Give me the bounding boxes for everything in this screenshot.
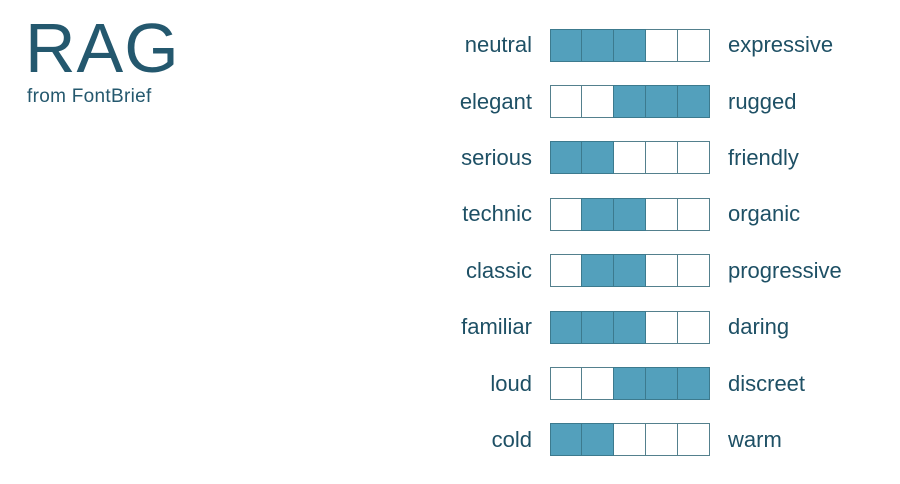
rating-cell-3-empty[interactable] bbox=[612, 423, 646, 457]
scale-left-label: classic bbox=[465, 257, 532, 283]
rating-cell-3-filled[interactable] bbox=[612, 85, 646, 119]
rating-cell-1-empty[interactable] bbox=[550, 367, 582, 401]
rating-cell-1-filled[interactable] bbox=[550, 423, 582, 457]
rating-cell-5-filled[interactable] bbox=[676, 85, 710, 119]
scale-right-label: progressive bbox=[728, 257, 842, 283]
rating-cell-5-empty[interactable] bbox=[676, 254, 710, 288]
rating-boxes bbox=[550, 85, 710, 119]
rating-cell-4-filled[interactable] bbox=[644, 85, 678, 119]
rating-cell-2-filled[interactable] bbox=[580, 254, 614, 288]
rating-cell-4-filled[interactable] bbox=[644, 367, 678, 401]
rating-cell-1-filled[interactable] bbox=[550, 310, 582, 344]
rating-boxes bbox=[550, 423, 710, 457]
rating-boxes bbox=[550, 310, 710, 344]
scale-row-neutral-expressive: neutral expressive bbox=[0, 17, 900, 73]
scale-left-label: serious bbox=[461, 144, 532, 170]
rating-cell-3-filled[interactable] bbox=[612, 28, 646, 62]
scale-right-label: discreet bbox=[728, 370, 806, 396]
rating-cell-1-empty[interactable] bbox=[550, 197, 582, 231]
scale-left-label: familiar bbox=[461, 314, 532, 340]
rating-cell-4-empty[interactable] bbox=[644, 197, 678, 231]
scale-row-technic-organic: technic organic bbox=[0, 186, 900, 242]
scale-left-label: technic bbox=[462, 201, 532, 227]
rating-cell-1-empty[interactable] bbox=[550, 85, 582, 119]
rating-cell-3-empty[interactable] bbox=[612, 141, 646, 175]
rating-cell-2-empty[interactable] bbox=[580, 367, 614, 401]
rating-cell-1-empty[interactable] bbox=[550, 254, 582, 288]
rating-cell-4-empty[interactable] bbox=[644, 28, 678, 62]
rating-cell-5-empty[interactable] bbox=[676, 423, 710, 457]
rating-cell-2-filled[interactable] bbox=[580, 141, 614, 175]
scale-row-loud-discreet: loud discreet bbox=[0, 355, 900, 411]
attribute-scales: neutral expressive elegant rugged serious fri… bbox=[0, 17, 900, 468]
scale-left-label: loud bbox=[490, 370, 532, 396]
rating-cell-4-empty[interactable] bbox=[644, 141, 678, 175]
logo-subtitle: from FontBrief bbox=[27, 86, 152, 107]
rating-cell-5-empty[interactable] bbox=[676, 141, 710, 175]
rating-boxes bbox=[550, 197, 710, 231]
scale-right-label: daring bbox=[728, 314, 790, 340]
rating-cell-4-empty[interactable] bbox=[644, 423, 678, 457]
logo: RAG from FontBrief bbox=[25, 13, 180, 108]
rating-boxes bbox=[550, 141, 710, 175]
rating-cell-2-filled[interactable] bbox=[580, 28, 614, 62]
rating-boxes bbox=[550, 254, 710, 288]
scale-left-label: elegant bbox=[459, 88, 532, 114]
rating-cell-2-filled[interactable] bbox=[580, 197, 614, 231]
rating-cell-2-filled[interactable] bbox=[580, 423, 614, 457]
rating-cell-1-filled[interactable] bbox=[550, 141, 582, 175]
rating-cell-2-empty[interactable] bbox=[580, 85, 614, 119]
rating-cell-5-empty[interactable] bbox=[676, 310, 710, 344]
scale-left-label: cold bbox=[491, 426, 532, 452]
rating-cell-3-filled[interactable] bbox=[612, 254, 646, 288]
rating-boxes bbox=[550, 28, 710, 62]
rating-cell-4-empty[interactable] bbox=[644, 254, 678, 288]
rating-cell-5-empty[interactable] bbox=[676, 28, 710, 62]
rating-cell-3-filled[interactable] bbox=[612, 367, 646, 401]
scale-row-cold-warm: cold warm bbox=[0, 412, 900, 468]
scale-right-label: warm bbox=[728, 426, 782, 452]
rating-cell-3-filled[interactable] bbox=[612, 310, 646, 344]
logo-title: RAG bbox=[25, 9, 180, 87]
rating-cell-5-empty[interactable] bbox=[676, 197, 710, 231]
rating-cell-4-empty[interactable] bbox=[644, 310, 678, 344]
rating-cell-5-filled[interactable] bbox=[676, 367, 710, 401]
scale-left-label: neutral bbox=[464, 32, 532, 58]
scale-right-label: friendly bbox=[728, 144, 799, 170]
scale-right-label: organic bbox=[728, 201, 801, 227]
scale-right-label: expressive bbox=[728, 32, 834, 58]
rating-cell-2-filled[interactable] bbox=[580, 310, 614, 344]
scale-row-elegant-rugged: elegant rugged bbox=[0, 73, 900, 129]
rating-cell-3-filled[interactable] bbox=[612, 197, 646, 231]
rating-boxes bbox=[550, 367, 710, 401]
scale-row-serious-friendly: serious friendly bbox=[0, 130, 900, 186]
scale-row-familiar-daring: familiar daring bbox=[0, 299, 900, 355]
scale-row-classic-progressive: classic progressive bbox=[0, 243, 900, 299]
scale-right-label: rugged bbox=[728, 88, 797, 114]
rating-cell-1-filled[interactable] bbox=[550, 28, 582, 62]
